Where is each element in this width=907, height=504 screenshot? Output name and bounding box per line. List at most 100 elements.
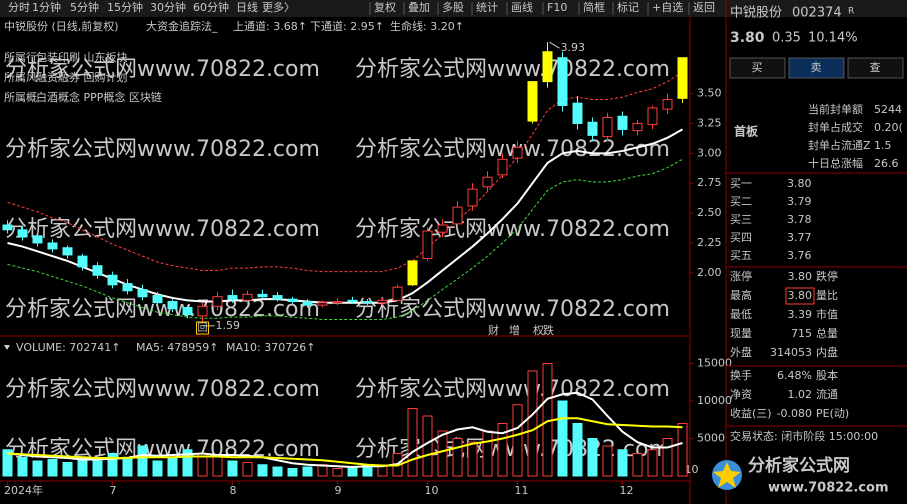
stat-label: 流通 [816,387,838,401]
candle-body [242,293,253,301]
volume-bar [107,453,118,477]
book-label: 买二 [730,195,752,208]
toolbar-button[interactable]: 简框 [583,0,605,14]
toolbar-button[interactable]: 60分钟 [193,0,229,14]
seal-value: 1.5 [874,139,892,152]
volume-bar [677,423,688,477]
toolbar-button[interactable]: +自选 [652,1,683,14]
annotation-arrow [549,41,560,49]
change-pct: 10.14% [808,31,858,46]
toolbar-button[interactable]: 日线 [236,0,258,14]
trade-button[interactable] [847,57,904,79]
toolbar-button[interactable]: 统计 [476,1,498,14]
candle-body [617,115,628,130]
seal-label: 封单占成交 [808,120,863,134]
watermark: 分析家公式网www.70822.com [5,377,320,402]
candle-body [527,81,538,122]
indicator-line [7,158,683,320]
candle-body [377,299,388,304]
volume-bar [47,459,58,477]
trade-button[interactable] [729,57,786,79]
toolbar-button[interactable]: 叠加 [408,1,430,14]
volume-bar [17,456,28,477]
book-label: 买三 [730,213,752,226]
trade-button-label: 买 [752,61,763,74]
candle-body [662,99,673,110]
watermark: 分析家公式网www.70822.com [5,217,320,242]
candle-body [182,307,193,316]
toolbar-button[interactable]: 分时 [8,1,30,14]
toolbar-button[interactable]: 15分钟 [107,0,143,14]
trade-button[interactable] [788,57,845,79]
candle-body [587,121,598,136]
seal-value: 5244 [874,103,902,116]
candle-body [542,51,553,83]
book-price: 3.78 [787,213,812,226]
stat-value: 1.02 [788,388,813,401]
volume-bar [287,468,298,477]
candle-body [677,57,688,99]
book-price: 3.80 [787,177,812,190]
toolbar-button[interactable]: 更多〉 [262,0,295,14]
logo-url: www.70822.com [768,481,889,496]
volume-bar [572,423,583,477]
toolbar-button[interactable]: 30分钟 [150,0,186,14]
volume-bar [212,454,223,477]
toolbar-button[interactable]: 画线 [511,0,533,14]
candle-body [632,122,643,132]
book-price: 3.79 [787,195,812,208]
low-marker-box [196,321,209,335]
toolbar-button[interactable]: 返回 [693,1,715,14]
annotation-label: 3.93 [561,41,586,54]
stat-label: 收益(三) [730,406,772,420]
stock-code: 002374 [792,6,842,21]
candle-body [17,229,28,238]
ma-label: MA10: 370726↑ [226,341,315,354]
volume-bar [512,404,523,477]
y-tick-label: 2.75 [697,176,722,189]
y-tick-label: 3.50 [697,87,722,100]
volume-bar [347,466,358,477]
candle-body [497,158,508,176]
logo-title: 分析家公式网 [748,455,850,476]
candle-body [62,247,73,256]
candle-body [47,242,58,250]
collapse-icon [4,345,10,350]
x-tick-label: 7 [110,484,117,497]
volume-bar [617,449,628,477]
volume-bar [482,430,493,477]
event-marker: 跌 [543,323,554,337]
y-tick-label: 15000 [697,357,732,370]
volume-bar [647,449,658,477]
concept-label: 融资融券 回购计划 [36,70,128,84]
volume-bar [137,445,148,477]
toolbar-button[interactable]: 复权 [374,0,396,14]
indicator-line [7,128,683,304]
y-tick-label: 3.25 [697,116,722,129]
book-price: 3.76 [787,249,812,262]
toolbar-button[interactable]: 1分钟 [32,0,61,14]
logo-star [713,462,741,488]
volume-bar [407,408,418,477]
toolbar-button[interactable]: F10 [547,1,567,14]
volume-bar [377,465,388,477]
candle-body [107,274,118,286]
stat-label: 外盘 [730,345,752,359]
y-tick-label: 2.00 [697,266,722,279]
watermark: 分析家公式网www.70822.com [355,377,670,402]
stat-value: 715 [791,327,812,340]
stat-label: 最低 [730,308,752,321]
volume-bar [227,460,238,477]
x-tick-label: 8 [230,484,237,497]
toolbar-button[interactable]: 多股 [442,0,464,14]
volume-label: VOLUME: 702741↑ [16,341,120,354]
watermark: 分析家公式网www.70822.com [355,297,670,322]
stock-name: 中锐股份 [730,6,782,21]
concept-label: 白酒概念 PPP概念 区块链 [36,90,162,104]
toolbar-button[interactable]: 5分钟 [70,0,99,14]
trade-button-label: 查 [870,60,881,74]
candle-body [152,295,163,304]
toolbar-button[interactable]: 标记 [617,0,639,14]
event-marker: 权 [533,324,544,337]
volume-bar [62,462,73,477]
